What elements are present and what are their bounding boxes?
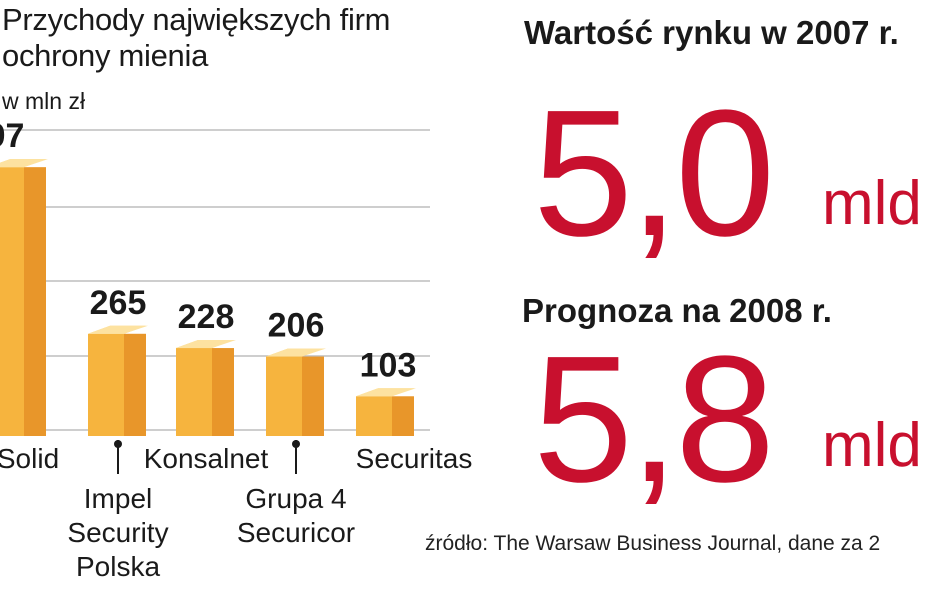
forecast-value-unit: mld bbox=[822, 411, 922, 480]
bar-front bbox=[0, 167, 24, 436]
source-note: źródło: The Warsaw Business Journal, dan… bbox=[425, 532, 881, 555]
bar-side bbox=[302, 356, 324, 436]
market-value-unit: mld bbox=[822, 169, 922, 238]
category-label: Securicor bbox=[237, 517, 355, 548]
bar-front bbox=[356, 396, 392, 436]
category-label: Securitas bbox=[356, 443, 473, 474]
bar-side bbox=[392, 396, 414, 436]
bar-front bbox=[176, 348, 212, 436]
bar-top-highlight bbox=[88, 325, 148, 334]
bar-front bbox=[266, 356, 302, 436]
category-label: Security bbox=[67, 517, 168, 548]
bar-top-highlight bbox=[266, 348, 326, 357]
category-label: Grupa 4 bbox=[245, 483, 346, 514]
chart-unit-label: w mln zł bbox=[2, 88, 86, 114]
category-label: Polska bbox=[76, 551, 160, 582]
market-value-title: Wartość rynku w 2007 r. bbox=[524, 14, 899, 51]
bar-top-highlight bbox=[176, 340, 236, 349]
bar-side bbox=[212, 348, 234, 436]
bar-top-highlight bbox=[0, 159, 48, 168]
chart-title-text: Przychody największych firm ochrony mien… bbox=[2, 2, 391, 73]
bar-side bbox=[124, 333, 146, 436]
category-label: Impel bbox=[84, 483, 152, 514]
market-value-number: 5,0 bbox=[533, 73, 775, 274]
bar-front bbox=[88, 333, 124, 436]
forecast-value-number: 5,8 bbox=[533, 319, 775, 520]
bar-value-label: 265 bbox=[90, 284, 147, 322]
category-tick-dot bbox=[292, 440, 300, 448]
category-label: Konsalnet bbox=[144, 443, 269, 474]
bar-value-label: 103 bbox=[360, 346, 417, 384]
category-label: Solid bbox=[0, 443, 59, 474]
bar-side bbox=[24, 167, 46, 436]
bar-value-label: 697 bbox=[0, 117, 24, 155]
bar-value-label: 228 bbox=[178, 298, 235, 336]
bar-top-highlight bbox=[356, 388, 416, 397]
chart-title: Przychody największych firm ochrony mien… bbox=[2, 2, 402, 74]
category-tick-dot bbox=[114, 440, 122, 448]
forecast-title: Prognoza na 2008 r. bbox=[522, 292, 832, 329]
bar-value-label: 206 bbox=[268, 307, 325, 345]
